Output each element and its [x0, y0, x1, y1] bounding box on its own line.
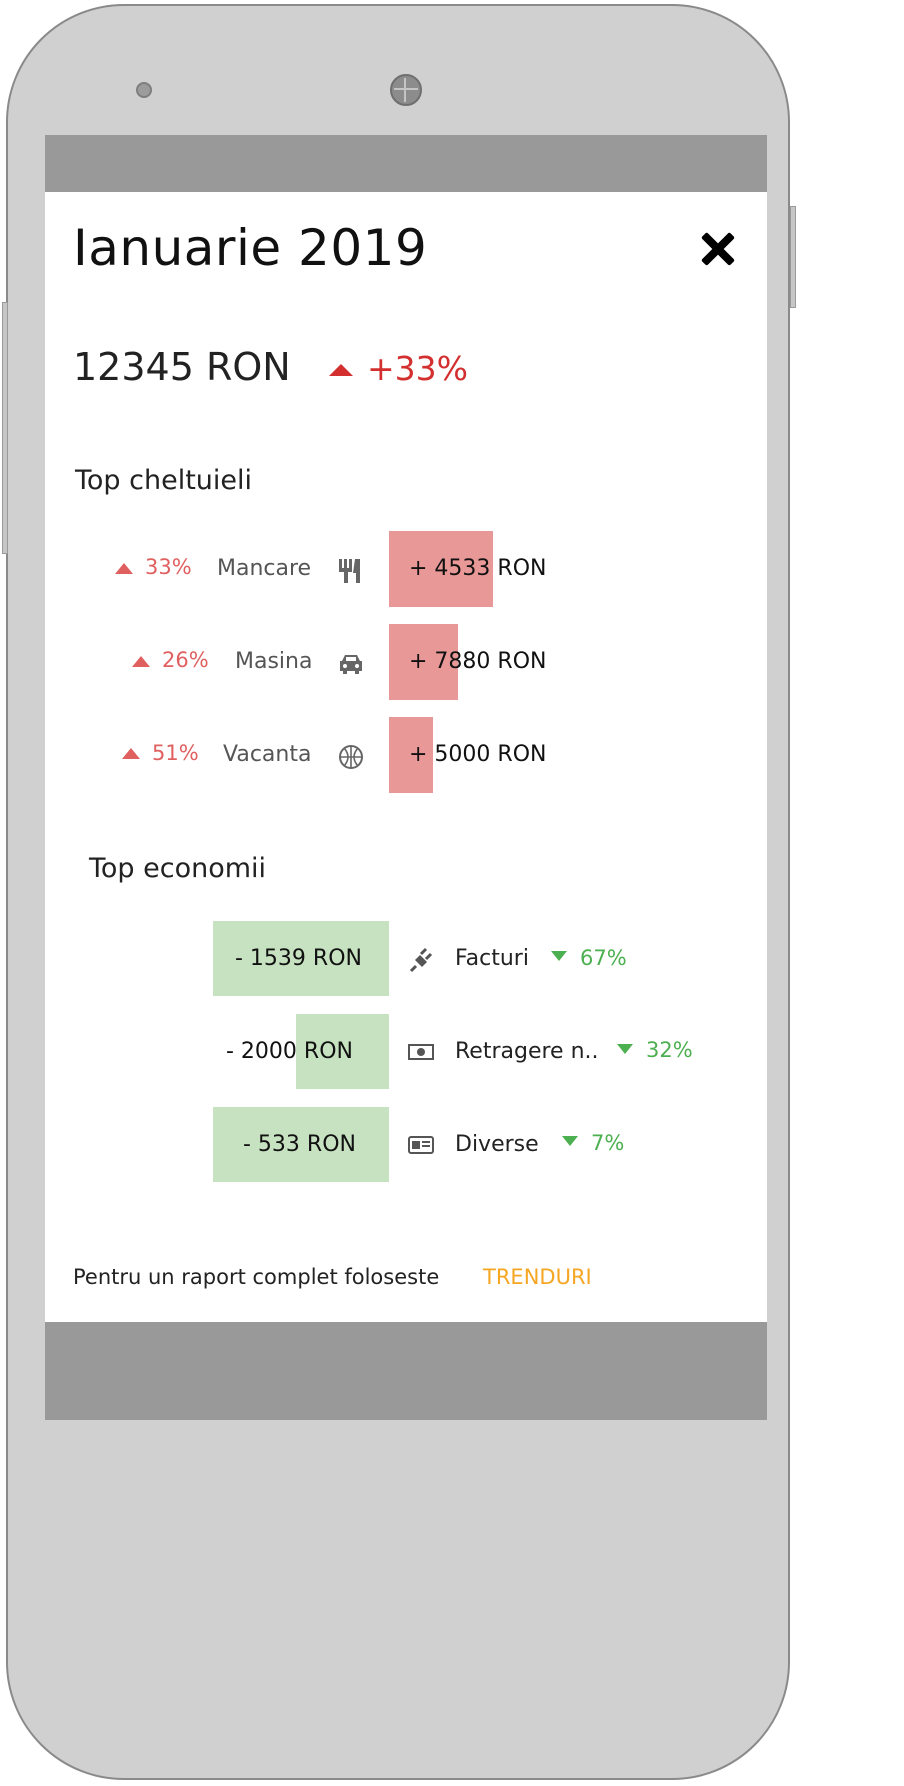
arrow-down-icon: [551, 951, 567, 961]
navigation-bar: [45, 1322, 767, 1420]
expense-percent: 26%: [162, 648, 209, 672]
status-bar: [45, 135, 767, 192]
arrow-up-icon: [122, 748, 140, 759]
saving-percent: 32%: [646, 1038, 693, 1062]
saving-percent: 7%: [591, 1131, 625, 1155]
saving-percent: 67%: [580, 946, 627, 970]
expense-category: Mancare: [217, 556, 312, 581]
close-icon[interactable]: [699, 231, 735, 267]
saving-bar: [213, 921, 389, 996]
phone-frame: Ianuarie 2019 12345 RON +33% Top cheltui…: [2, 4, 796, 1780]
basketball-icon: [339, 745, 363, 769]
saving-bar: [296, 1014, 389, 1089]
section-title-savings: Top economii: [89, 853, 267, 884]
trends-link[interactable]: TRENDURI: [483, 1265, 592, 1289]
expense-amount: + 4533 RON: [409, 556, 547, 581]
expense-percent: 33%: [145, 555, 192, 579]
arrow-down-icon: [617, 1044, 633, 1054]
screen: Ianuarie 2019 12345 RON +33% Top cheltui…: [45, 135, 767, 1420]
section-title-expenses: Top cheltuieli: [75, 465, 253, 496]
total-change: +33%: [367, 349, 468, 388]
footer-text: Pentru un raport complet foloseste: [73, 1265, 440, 1289]
arrow-up-icon: [132, 656, 150, 667]
speaker: [136, 82, 152, 98]
arrow-up-icon: [115, 563, 133, 574]
money-icon: [408, 1044, 434, 1060]
saving-category: Facturi: [455, 946, 529, 971]
expense-bar: [389, 717, 433, 793]
arrow-up-icon: [329, 364, 353, 376]
car-icon: [340, 655, 362, 674]
expense-bar: [389, 624, 458, 700]
saving-category: Diverse: [455, 1132, 539, 1157]
total-amount: 12345 RON: [73, 345, 291, 389]
page-title: Ianuarie 2019: [73, 219, 428, 277]
id-card-icon: [408, 1136, 434, 1154]
side-button-left: [2, 302, 8, 554]
expense-bar: [389, 531, 493, 607]
side-button-right: [790, 206, 796, 308]
expense-category: Masina: [235, 649, 313, 674]
expense-percent: 51%: [152, 741, 199, 765]
saving-bar: [213, 1107, 389, 1182]
saving-amount: - 2000 RON: [226, 1039, 353, 1064]
camera: [390, 74, 422, 106]
expense-category: Vacanta: [223, 742, 312, 767]
saving-amount: - 1539 RON: [235, 946, 362, 971]
saving-category: Retragere n..: [455, 1039, 599, 1064]
expense-amount: + 7880 RON: [409, 649, 547, 674]
expense-amount: + 5000 RON: [409, 742, 547, 767]
plug-icon: [409, 947, 433, 973]
arrow-down-icon: [562, 1136, 578, 1146]
utensils-icon: [339, 559, 360, 583]
saving-amount: - 533 RON: [243, 1132, 356, 1157]
